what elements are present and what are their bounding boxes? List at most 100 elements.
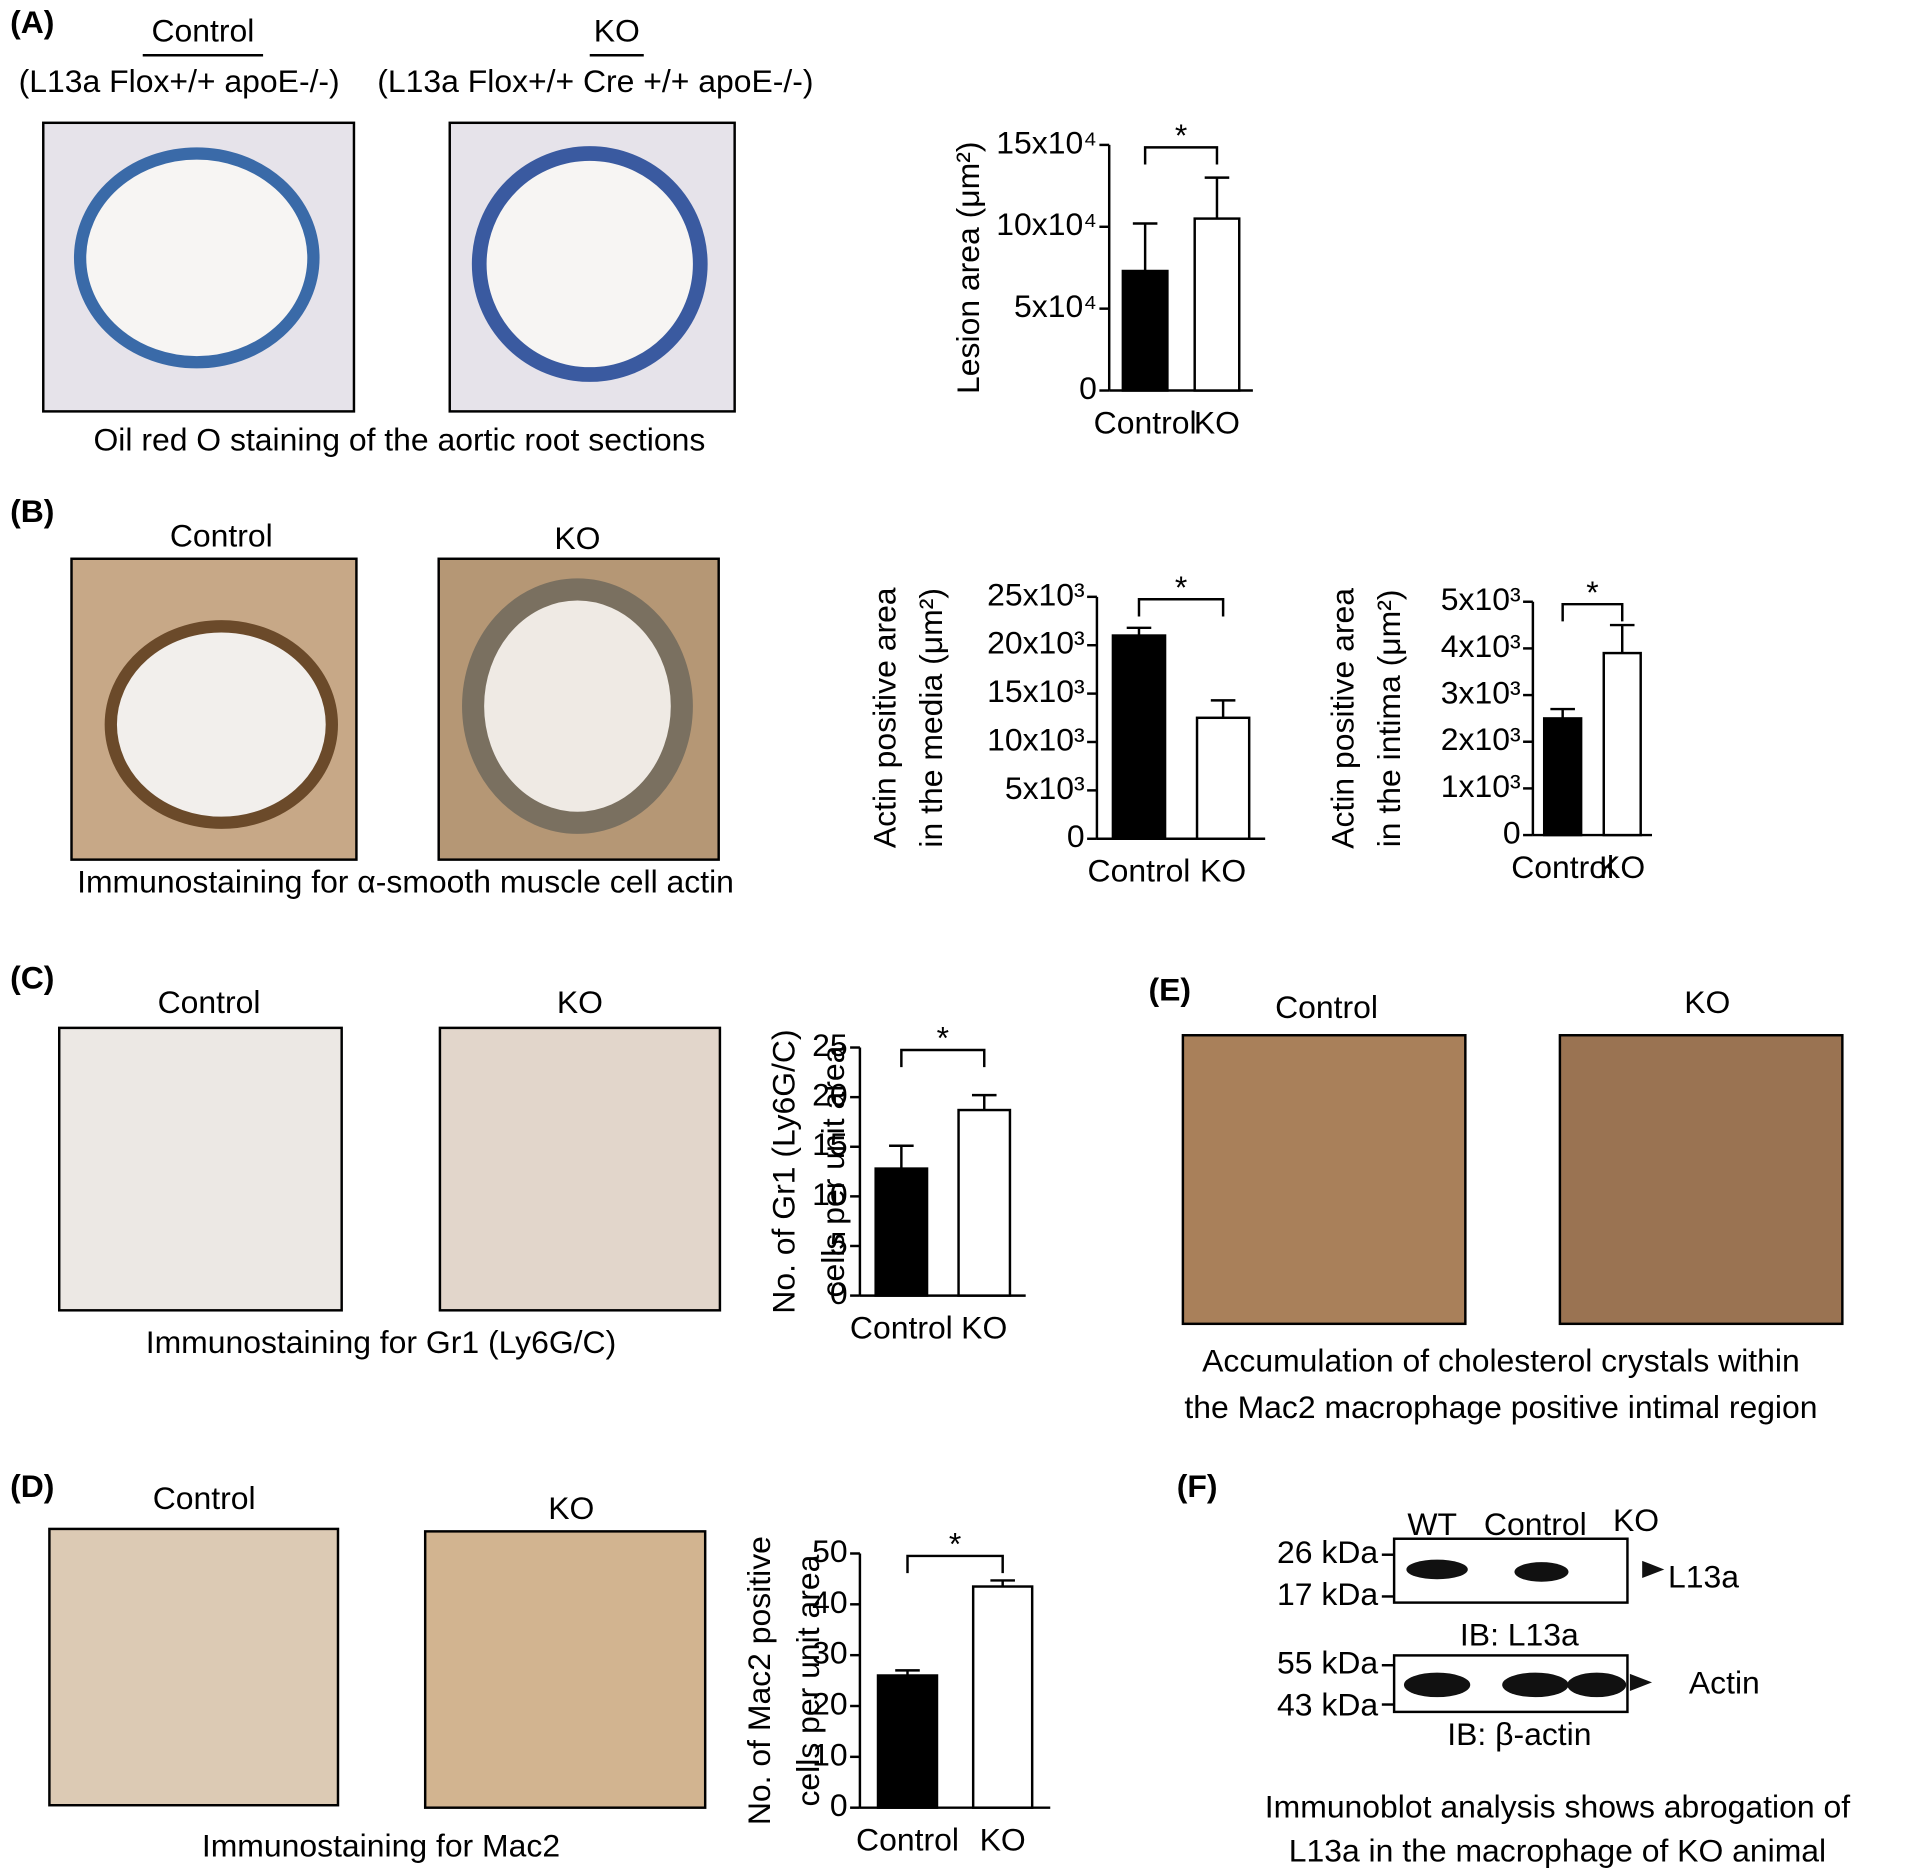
band-label: L13a	[1668, 1559, 1739, 1595]
y-tick-label: 10	[812, 1736, 848, 1772]
bar	[957, 1108, 1012, 1297]
bar	[876, 1674, 939, 1809]
significance-star: *	[1175, 569, 1187, 605]
ib-label: IB: β-actin	[1447, 1716, 1591, 1752]
x-tick-label: KO	[1194, 404, 1240, 440]
x-tick-label: KO	[1200, 853, 1246, 889]
vessel	[471, 146, 708, 382]
y-tick-label: 10x10³	[987, 721, 1085, 757]
y-tick-label: 0	[1079, 370, 1097, 406]
y-tick-label: 2x10³	[1441, 721, 1521, 757]
y-tick-label: 25	[812, 1027, 848, 1063]
caption: Immunostaining for Gr1 (Ly6G/C)	[146, 1324, 616, 1360]
significance-star: *	[1586, 574, 1598, 610]
micrographs	[42, 121, 1844, 1809]
panel-label: (F)	[1177, 1468, 1218, 1504]
panel-label: (E)	[1149, 972, 1192, 1008]
image-c-control	[57, 1026, 343, 1312]
group-label: KO	[594, 13, 640, 49]
bar	[1193, 217, 1241, 392]
group-label: Control	[1275, 989, 1378, 1025]
significance-bracket	[900, 1048, 986, 1068]
bar	[1195, 716, 1251, 840]
y-tick-label: 5	[830, 1225, 848, 1261]
x-tick-label: KO	[1599, 849, 1645, 885]
marker-label: 55 kDa	[1277, 1645, 1378, 1681]
y-tick-label: 0	[1503, 815, 1521, 851]
y-tick-label: 40	[812, 1584, 848, 1620]
y-axis-label: Actin positive area	[866, 587, 902, 848]
bar	[874, 1167, 929, 1297]
vessel	[104, 620, 338, 829]
y-tick-label: 10	[812, 1176, 848, 1212]
marker-label: 43 kDa	[1277, 1686, 1378, 1722]
y-axis-label: Lesion area (μm²)	[950, 141, 986, 393]
y-tick-label: 1x10³	[1441, 768, 1521, 804]
group-label: KO	[1684, 984, 1730, 1020]
band	[1567, 1672, 1627, 1698]
y-tick-label: 0	[830, 1787, 848, 1823]
panel-label: (C)	[10, 959, 54, 995]
y-tick-label: 0	[830, 1275, 848, 1311]
band	[1502, 1672, 1569, 1698]
x-tick-label: Control	[1094, 404, 1197, 440]
x-tick-label: KO	[980, 1822, 1026, 1858]
band-label: Actin	[1689, 1664, 1760, 1700]
arrow	[1629, 1560, 1665, 1692]
significance-star: *	[937, 1020, 949, 1056]
significance-bracket	[1137, 598, 1225, 617]
genotype: (L13a Flox+/+ Cre +/+ apoE-/-)	[377, 63, 813, 99]
y-tick-label: 30	[812, 1635, 848, 1671]
group-label: Control	[170, 517, 273, 553]
x-tick-label: Control	[1511, 849, 1614, 885]
group-label: KO	[557, 984, 603, 1020]
panel-label: (B)	[10, 493, 54, 529]
y-tick-label: 25x10³	[987, 576, 1085, 612]
band	[1406, 1559, 1468, 1580]
bar	[1111, 634, 1167, 840]
y-axis-label: cells per unit area	[815, 1045, 851, 1297]
significance-bracket	[906, 1554, 1004, 1574]
vessel	[73, 147, 320, 369]
y-tick-label: 15x10³	[987, 673, 1085, 709]
y-tick-label: 5x10⁴	[1014, 288, 1097, 324]
y-tick-label: 15x10⁴	[996, 124, 1097, 160]
image-d-ko	[423, 1530, 707, 1809]
group-label: Control	[153, 1480, 256, 1516]
panel-label: (A)	[10, 4, 54, 40]
y-tick-label: 3x10³	[1441, 675, 1521, 711]
lane-label: KO	[1613, 1502, 1659, 1538]
group-label: KO	[554, 520, 600, 556]
bar	[1602, 651, 1642, 837]
caption: the Mac2 macrophage positive intimal reg…	[1184, 1389, 1817, 1425]
caption: Immunostaining for Mac2	[202, 1828, 560, 1864]
x-tick-label: Control	[1088, 853, 1191, 889]
y-tick-label: 20	[812, 1077, 848, 1113]
y-tick-label: 4x10³	[1441, 628, 1521, 664]
y-axis-label: Actin positive area	[1324, 588, 1360, 849]
image-e-ko	[1558, 1034, 1844, 1326]
group-label: Control	[151, 13, 254, 49]
significance-star: *	[949, 1526, 961, 1562]
blot-bands	[1403, 1559, 1665, 1698]
significance-star: *	[1175, 117, 1187, 153]
x-tick-label: Control	[856, 1822, 959, 1858]
bar	[971, 1585, 1034, 1809]
lane-label: Control	[1484, 1506, 1587, 1542]
bar	[1542, 717, 1583, 837]
y-axis-label: in the intima (μm²)	[1371, 590, 1407, 848]
band	[1403, 1672, 1471, 1698]
band	[1514, 1562, 1569, 1582]
y-tick-label: 20	[812, 1685, 848, 1721]
caption: Immunoblot analysis shows abrogation of	[1265, 1788, 1850, 1824]
y-axis-label: No. of Gr1 (Ly6G/C)	[766, 1029, 802, 1313]
group-label: KO	[548, 1490, 594, 1526]
panel-label: (D)	[10, 1468, 54, 1504]
caption: Oil red O staining of the aortic root se…	[93, 422, 705, 458]
significance-bracket	[1561, 602, 1624, 622]
marker-label: 26 kDa	[1277, 1534, 1378, 1570]
lane-label: WT	[1407, 1506, 1457, 1542]
y-axis-label: in the media (μm²)	[913, 588, 949, 848]
caption: Immunostaining for α-smooth muscle cell …	[77, 864, 734, 900]
